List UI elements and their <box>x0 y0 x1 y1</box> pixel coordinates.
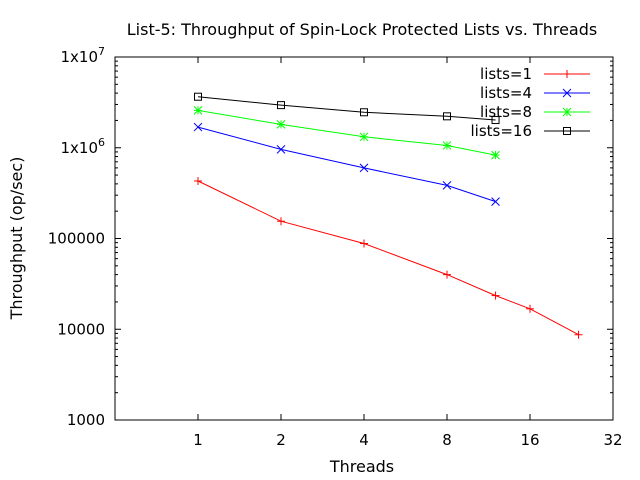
marker-stroke <box>563 127 571 135</box>
x-tick-label: 4 <box>359 431 369 449</box>
marker-stroke <box>491 197 500 206</box>
data-point <box>491 291 500 300</box>
data-point <box>277 217 285 226</box>
x-tick-label: 32 <box>603 431 622 449</box>
y-tick-label: 1x106 <box>60 136 105 157</box>
marker-stroke <box>194 92 202 101</box>
data-point <box>491 197 500 206</box>
series-lists-16 <box>194 92 500 125</box>
series-lists-8 <box>193 106 500 160</box>
axes-layer: 1 2 4 8 16 32 1000 10000 100000 1x106 1x107 <box>48 45 623 449</box>
data-point <box>276 120 286 129</box>
legend-label: lists=16 <box>470 122 532 140</box>
series-lists-4 <box>193 122 500 206</box>
series-line <box>197 96 496 121</box>
series-line <box>197 180 579 336</box>
marker-stroke <box>193 122 203 132</box>
data-point <box>562 107 572 117</box>
data-point <box>360 239 368 248</box>
series-layer <box>193 92 583 339</box>
x-axis-label: Threads <box>329 457 394 476</box>
data-point <box>360 108 368 117</box>
data-point <box>194 92 202 101</box>
y-tick-label: 1000 <box>67 411 105 429</box>
marker-stroke <box>443 112 451 121</box>
marker-stroke <box>491 116 500 125</box>
marker-stroke <box>442 181 452 190</box>
series-line <box>197 126 496 203</box>
marker-stroke <box>277 101 285 110</box>
legend-label: lists=1 <box>480 65 532 83</box>
data-point <box>491 116 500 125</box>
x-tick-label: 1 <box>193 431 203 449</box>
x-tick-label: 2 <box>276 431 286 449</box>
data-point <box>193 106 203 115</box>
series-lists-1 <box>194 177 583 339</box>
x-tick-label: 8 <box>442 431 452 449</box>
marker-stroke <box>360 108 368 117</box>
marker-stroke <box>562 107 572 117</box>
marker-stroke <box>562 88 572 98</box>
y-tick-label: 100000 <box>48 230 105 248</box>
data-point <box>574 330 583 339</box>
marker-stroke <box>491 150 500 160</box>
marker-stroke <box>276 120 286 129</box>
legend-label: lists=8 <box>480 103 532 121</box>
y-tick-label: 1x107 <box>60 45 105 66</box>
data-point <box>442 181 452 190</box>
data-point <box>562 88 572 98</box>
data-point <box>276 145 286 154</box>
data-point <box>443 112 451 121</box>
data-point <box>491 150 500 160</box>
marker-stroke <box>276 145 286 154</box>
marker-stroke <box>442 141 452 150</box>
data-point <box>526 304 534 313</box>
plot-frame <box>114 56 614 421</box>
data-point <box>563 127 571 135</box>
data-point <box>359 163 369 173</box>
marker-stroke <box>359 132 369 142</box>
marker-stroke <box>193 106 203 115</box>
data-point <box>277 101 285 110</box>
data-point <box>193 122 203 132</box>
chart-title: List-5: Throughput of Spin-Lock Protecte… <box>127 20 597 39</box>
legend-label: lists=4 <box>480 84 532 102</box>
y-tick-label: 10000 <box>57 320 105 338</box>
marker-stroke <box>359 163 369 173</box>
x-tick-label: 16 <box>520 431 539 449</box>
data-point <box>194 177 202 186</box>
data-point <box>443 270 451 279</box>
data-point <box>563 70 571 78</box>
data-point <box>442 141 452 150</box>
data-point <box>359 132 369 142</box>
y-axis-label: Throughput (op/sec) <box>7 157 26 321</box>
